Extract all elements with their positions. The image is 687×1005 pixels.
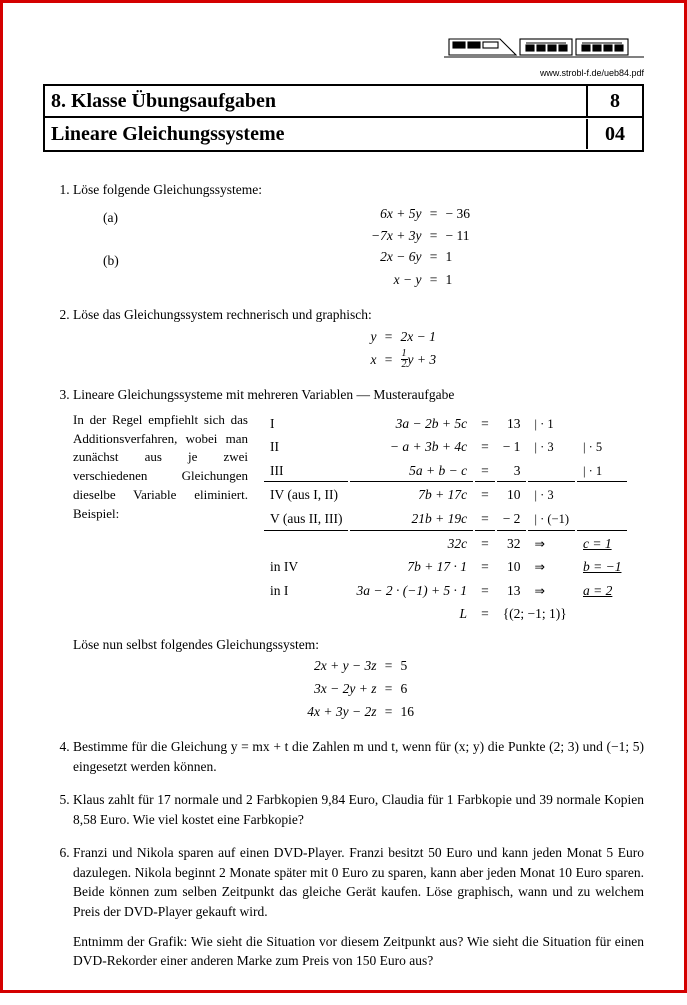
worksheet-page: www.strobl-f.de/ueb84.pdf 8. Klasse Übun… [3,3,684,1005]
title-box: 8. Klasse Übungsaufgaben 8 Lineare Gleic… [43,84,644,152]
task-5: Klaus zahlt für 17 normale und 2 Farbkop… [73,790,644,829]
source-url: www.strobl-f.de/ueb84.pdf [43,68,644,78]
eq-1a: 6x + 5y=− 36 −7x + 3y=− 11 [163,204,644,248]
task-3-body: In der Regel empfiehlt sich das Addition… [73,411,644,627]
title-line-2: Lineare Gleichungssysteme [45,123,586,146]
table-row: 32c=32⇒c = 1 [264,533,627,555]
table-row: IV (aus I, II)7b + 17c=10| · 3 [264,484,627,506]
train-illustration [43,25,644,66]
table-row: in IV7b + 17 · 1=10⇒b = −1 [264,556,627,578]
muster-table: I3a − 2b + 5c=13| · 1 II− a + 3b + 4c=− … [262,411,629,627]
task-6: Franzi und Nikola sparen auf einen DVD-P… [73,843,644,970]
task-3-follow: Löse nun selbst folgendes Gleichungssyst… [73,635,644,655]
task-1: Löse folgende Gleichungssysteme: (a) 6x … [73,180,644,291]
table-row: L={(2; −1; 1)} [264,603,627,625]
task-1-text: Löse folgende Gleichungssysteme: [73,182,262,197]
task-4: Bestimme für die Gleichung y = mx + t di… [73,737,644,776]
task-2: Löse das Gleichungssystem rechnerisch un… [73,305,644,371]
eq-2: y=2x − 1 x= 12y + 3 [73,327,644,371]
task-3: Lineare Gleichungssysteme mit mehreren V… [73,385,644,723]
fraction-half: 12 [401,349,408,370]
eq-1b: 2x − 6y=1 x − y=1 [163,247,644,291]
table-row: V (aus II, III)21b + 19c=− 2| · (−1) [264,508,627,531]
table-row: II− a + 3b + 4c=− 1| · 3| · 5 [264,436,627,458]
number-2: 04 [586,119,642,149]
table-row: III5a + b − c=3| · 1 [264,460,627,483]
number-1: 8 [586,86,642,116]
task-2-text: Löse das Gleichungssystem rechnerisch un… [73,307,372,322]
table-row: I3a − 2b + 5c=13| · 1 [264,413,627,435]
task-3-title: Lineare Gleichungssysteme mit mehreren V… [73,387,454,402]
table-row: in I3a − 2 · (−1) + 5 · 1=13⇒a = 2 [264,580,627,602]
task-3-paragraph: In der Regel empfiehlt sich das Addition… [73,411,248,627]
task-1a-label: (a) [103,208,163,228]
title-line-1: 8. Klasse Übungsaufgaben [45,90,586,113]
task-1b-label: (b) [103,251,163,271]
task-list: Löse folgende Gleichungssysteme: (a) 6x … [43,180,644,971]
eq-3-sys: 2x + y − 3z=5 3x − 2y + z=6 4x + 3y − 2z… [73,656,644,723]
